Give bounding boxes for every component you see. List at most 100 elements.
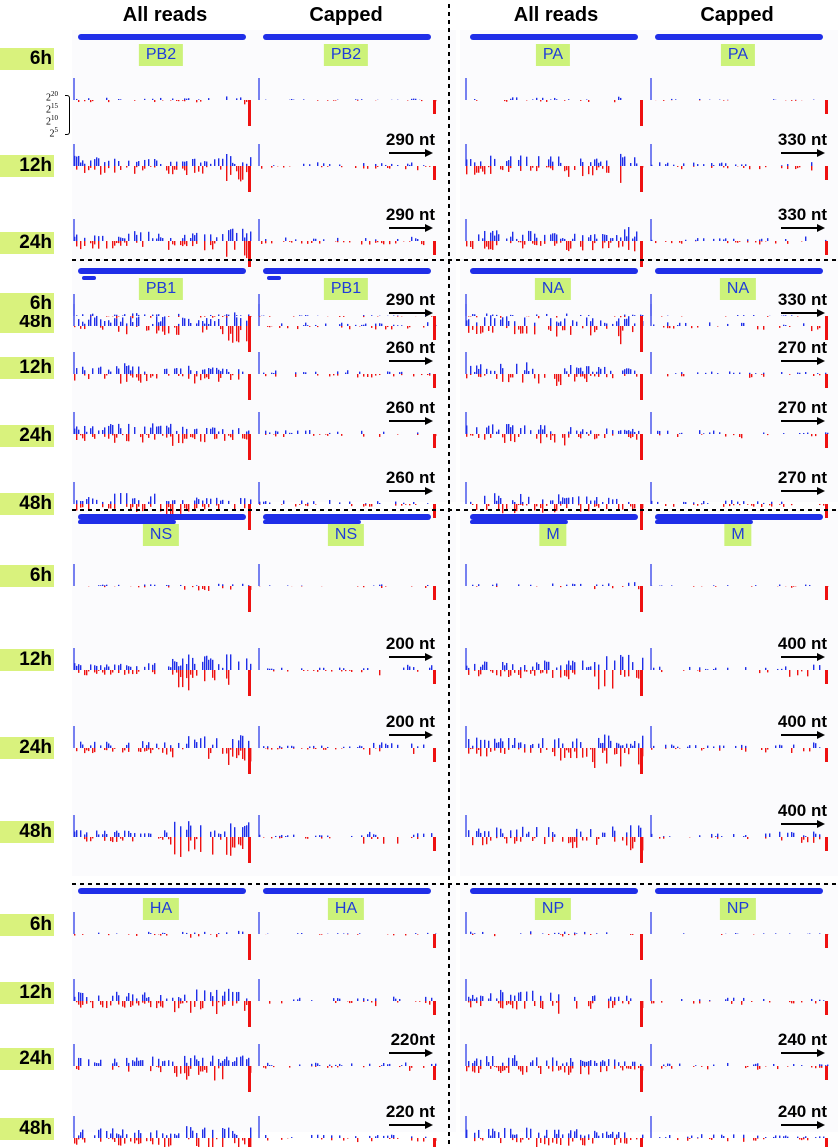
reverse-read-bar xyxy=(564,434,566,446)
forward-read-bar xyxy=(375,239,377,241)
reverse-read-bar xyxy=(765,166,767,168)
reverse-read-bar xyxy=(102,326,104,330)
forward-read-bar xyxy=(478,584,480,586)
reverse-read-bar xyxy=(560,670,562,678)
reverse-read-bar xyxy=(132,374,134,378)
reverse-read-bar xyxy=(78,1066,80,1070)
reverse-read-bar xyxy=(632,934,634,935)
reverse-read-bar xyxy=(472,326,474,330)
reverse-read-bar xyxy=(84,670,86,676)
reverse-read-bar xyxy=(421,374,423,376)
reverse-read-bar xyxy=(281,748,283,750)
forward-read-bar xyxy=(679,322,681,326)
forward-read-bar xyxy=(472,994,474,1001)
reverse-end-spike xyxy=(248,748,251,774)
forward-read-bar xyxy=(204,161,206,166)
forward-read-bar xyxy=(600,743,602,748)
reverse-read-bar xyxy=(130,504,132,510)
reverse-read-bar xyxy=(528,1138,530,1140)
reverse-read-bar xyxy=(347,1138,349,1139)
reverse-read-bar xyxy=(564,670,566,676)
forward-read-bar xyxy=(572,1061,574,1066)
forward-read-bar xyxy=(580,742,582,748)
forward-read-bar xyxy=(576,738,578,748)
forward-read-bar xyxy=(114,158,116,166)
reverse-read-bar xyxy=(194,1001,196,1007)
forward-read-bar xyxy=(510,98,512,100)
reverse-read-bar xyxy=(158,1138,160,1145)
reverse-read-bar xyxy=(208,504,210,508)
reverse-read-bar xyxy=(415,1001,417,1002)
forward-read-bar xyxy=(534,233,536,241)
forward-read-bar xyxy=(815,743,817,748)
forward-read-bar xyxy=(476,737,478,748)
reverse-read-bar xyxy=(232,374,234,376)
forward-read-bar xyxy=(122,238,124,241)
reverse-read-bar xyxy=(576,1001,578,1009)
reverse-read-bar xyxy=(419,1001,421,1002)
reverse-read-bar xyxy=(184,166,186,171)
reverse-read-bar xyxy=(144,1001,146,1004)
forward-read-bar xyxy=(699,835,701,837)
reverse-read-bar xyxy=(566,241,568,250)
forward-read-bar xyxy=(429,667,431,670)
forward-read-bar xyxy=(110,501,112,504)
reverse-read-bar xyxy=(120,1138,122,1146)
forward-read-bar xyxy=(630,431,632,434)
reverse-end-spike xyxy=(640,670,643,696)
gene-label: NS xyxy=(142,524,180,546)
forward-read-bar xyxy=(642,1134,644,1138)
col-header-all-reads-left: All reads xyxy=(122,4,208,26)
reverse-read-bar xyxy=(693,166,695,167)
reverse-read-bar xyxy=(196,241,198,244)
forward-read-bar xyxy=(74,663,76,670)
reverse-read-bar xyxy=(552,670,554,678)
forward-read-bar xyxy=(827,432,829,434)
reverse-read-bar xyxy=(283,166,285,168)
reverse-read-bar xyxy=(498,504,500,511)
forward-read-bar xyxy=(152,664,154,670)
forward-read-bar xyxy=(126,493,128,504)
reverse-read-bar xyxy=(731,1001,733,1004)
forward-read-bar xyxy=(311,1000,313,1001)
forward-read-bar xyxy=(142,741,144,748)
forward-read-bar xyxy=(86,832,88,837)
forward-read-bar xyxy=(594,995,596,1001)
reverse-read-bar xyxy=(110,1001,112,1006)
reverse-read-bar xyxy=(618,241,620,248)
reverse-read-bar xyxy=(78,1138,80,1140)
forward-read-bar xyxy=(510,830,512,837)
forward-read-bar xyxy=(588,1061,590,1066)
reverse-read-bar xyxy=(238,166,240,180)
reverse-read-bar xyxy=(307,748,309,750)
forward-read-bar xyxy=(687,746,689,748)
reverse-read-bar xyxy=(580,434,582,439)
reverse-read-bar xyxy=(363,504,365,507)
reverse-read-bar xyxy=(552,837,554,842)
forward-read-bar xyxy=(293,999,295,1001)
forward-read-bar xyxy=(427,584,429,586)
forward-read-bar xyxy=(604,322,606,326)
forward-read-bar xyxy=(74,155,76,166)
reverse-read-bar xyxy=(100,1001,102,1005)
reverse-read-bar xyxy=(620,316,622,318)
nt-arrow-head xyxy=(425,357,433,365)
forward-read-bar xyxy=(506,316,508,326)
nt-arrow-head xyxy=(425,417,433,425)
forward-read-bar xyxy=(566,1062,568,1066)
reverse-read-bar xyxy=(222,586,224,589)
reverse-read-bar xyxy=(723,166,725,168)
reverse-read-bar xyxy=(544,374,546,378)
forward-read-bar xyxy=(663,836,665,837)
forward-read-bar xyxy=(530,1128,532,1138)
forward-read-bar xyxy=(630,369,632,374)
reverse-end-spike xyxy=(433,374,436,388)
reverse-read-bar xyxy=(202,166,204,174)
forward-read-bar xyxy=(689,745,691,748)
forward-read-bar xyxy=(305,430,307,434)
reverse-read-bar xyxy=(176,670,178,673)
reverse-read-bar xyxy=(146,1138,148,1142)
reverse-read-bar xyxy=(568,837,570,844)
reverse-read-bar xyxy=(226,670,228,679)
reverse-end-spike xyxy=(248,504,251,530)
